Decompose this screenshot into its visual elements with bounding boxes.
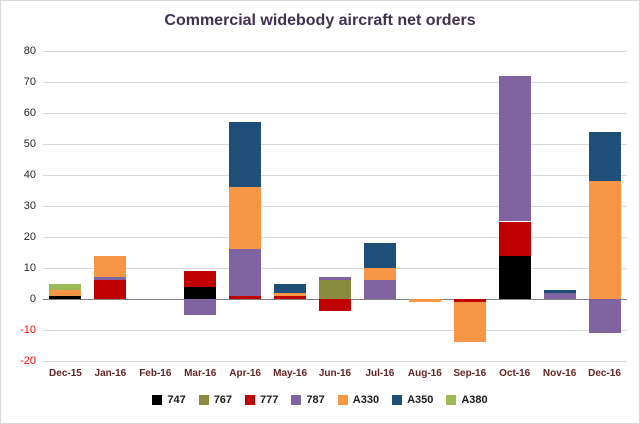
legend-label: 767 [213, 394, 233, 406]
x-axis-label: Oct-16 [499, 368, 531, 379]
legend-swatch-a350 [392, 395, 403, 405]
legend-item-787: 787 [291, 394, 325, 406]
bar-segment-787-jul-16 [363, 280, 396, 299]
bar-segment-747-oct-16 [498, 255, 531, 299]
bar-segment-a350-apr-16 [229, 122, 262, 188]
bar-segment-a330-dec-16 [588, 181, 621, 299]
bar-segment-787-mar-16 [184, 299, 217, 315]
bar-segment-787-oct-16 [498, 75, 531, 222]
legend-item-a350: A350 [392, 394, 433, 406]
legend-swatch-787 [291, 395, 302, 405]
y-axis-label: -10 [20, 324, 36, 336]
x-axis-label: Jan-16 [94, 368, 127, 379]
y-axis-label: 60 [23, 107, 36, 119]
bar-segment-a330-jan-16 [94, 255, 127, 278]
gridline [43, 268, 627, 269]
bar-segment-777-apr-16 [229, 295, 262, 299]
bar-segment-787-dec-16 [588, 299, 621, 334]
bar-segment-a330-dec-15 [49, 289, 82, 296]
legend-item-a330: A330 [337, 394, 380, 406]
legend-swatch-747 [152, 395, 163, 405]
x-axis-label: Jul-16 [365, 368, 395, 379]
y-axis-label: 80 [23, 45, 36, 57]
gridline [43, 113, 627, 114]
bar-segment-a350-may-16 [274, 283, 307, 293]
y-axis-label: 50 [23, 138, 36, 150]
bar-segment-747-dec-15 [49, 295, 82, 299]
legend-label: A350 [407, 394, 434, 406]
gridline [43, 206, 627, 207]
bar-segment-a350-nov-16 [543, 289, 576, 293]
gridline [43, 82, 627, 83]
x-axis-label: Feb-16 [139, 368, 172, 379]
legend-swatch-777 [245, 395, 256, 405]
legend-label: A380 [461, 394, 488, 406]
x-axis-label: Dec-16 [588, 368, 621, 379]
legend-label: A330 [352, 394, 380, 406]
x-axis-label: Sep-16 [453, 368, 487, 379]
y-axis-label: 20 [23, 231, 36, 243]
x-axis-label: Mar-16 [184, 368, 217, 379]
legend-swatch-767 [198, 395, 209, 405]
x-axis-label: Dec-15 [49, 368, 82, 379]
chart-title: Commercial widebody aircraft net orders [164, 12, 476, 29]
bar-segment-787-jan-16 [94, 277, 127, 281]
bar-segment-a330-sep-16 [453, 302, 486, 343]
gridline [43, 175, 627, 176]
bar-segment-777-jan-16 [94, 280, 127, 299]
y-axis-label: 30 [23, 200, 36, 212]
bar-segment-777-jun-16 [319, 299, 351, 312]
legend-label: 777 [260, 394, 279, 406]
bar-segment-a330-may-16 [274, 292, 307, 296]
bar-segment-777-sep-16 [453, 299, 486, 303]
bar-segment-777-may-16 [274, 295, 307, 299]
bar-segment-a330-apr-16 [229, 187, 262, 250]
gridline [43, 330, 627, 331]
bar-segment-777-mar-16 [184, 271, 217, 287]
bar-segment-767-jun-16 [319, 280, 351, 299]
x-axis-label: Aug-16 [407, 368, 442, 379]
legend-swatch-a330 [337, 395, 348, 405]
bar-segment-a330-aug-16 [408, 299, 441, 303]
gridline [43, 237, 627, 238]
y-axis-label: 10 [23, 262, 36, 274]
legend-label: 787 [306, 394, 325, 406]
y-axis-label: -20 [20, 355, 36, 367]
bar-segment-787-nov-16 [543, 292, 576, 299]
y-axis-label: 70 [23, 76, 36, 88]
legend-item-747: 747 [152, 394, 186, 406]
legend-item-777: 777 [245, 394, 278, 406]
bar-segment-a350-jul-16 [363, 243, 396, 268]
bar-segment-a380-dec-15 [49, 283, 82, 290]
x-axis-label: Apr-16 [229, 368, 261, 379]
bar-segment-787-apr-16 [229, 249, 262, 296]
y-axis-label: 0 [29, 293, 36, 305]
legend-label: 747 [167, 394, 186, 406]
gridline [43, 144, 627, 145]
bar-segment-747-mar-16 [184, 286, 217, 299]
x-axis-label: Jun-16 [318, 368, 352, 379]
bar-segment-777-oct-16 [498, 221, 531, 256]
y-axis-label: 40 [23, 169, 36, 181]
legend-item-a380: A380 [446, 394, 488, 406]
legend: 747 767 777 787 A330 A350 A380 [1, 394, 639, 406]
bar-segment-a350-dec-16 [588, 131, 621, 182]
x-axis-label: May-16 [273, 368, 308, 379]
gridline [43, 361, 627, 362]
legend-item-767: 767 [198, 394, 233, 406]
bar-segment-a330-jul-16 [363, 268, 396, 281]
gridline [43, 51, 627, 52]
legend-swatch-a380 [446, 395, 457, 405]
x-axis-label: Nov-16 [542, 368, 577, 379]
bar-segment-787-jun-16 [319, 277, 351, 281]
